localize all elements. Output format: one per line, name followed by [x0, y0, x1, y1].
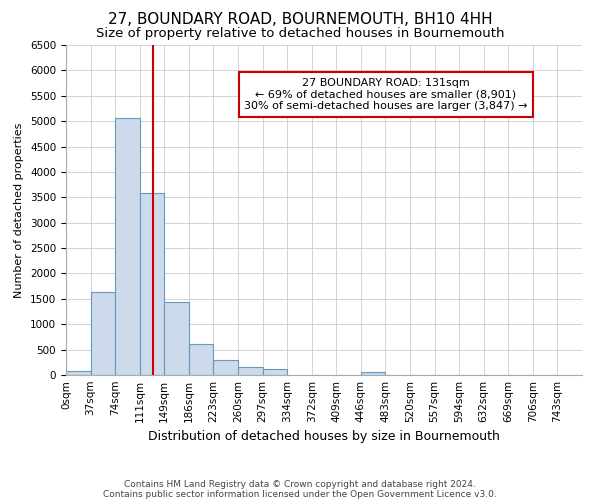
Bar: [66, 371, 91, 375]
X-axis label: Distribution of detached houses by size in Bournemouth: Distribution of detached houses by size …: [148, 430, 500, 444]
Bar: [189, 344, 214, 375]
Bar: [140, 193, 164, 375]
Text: Contains public sector information licensed under the Open Government Licence v3: Contains public sector information licen…: [103, 490, 497, 499]
Text: Contains HM Land Registry data © Crown copyright and database right 2024.: Contains HM Land Registry data © Crown c…: [124, 480, 476, 489]
Bar: [238, 367, 263, 375]
Text: Size of property relative to detached houses in Bournemouth: Size of property relative to detached ho…: [96, 28, 504, 40]
Bar: [115, 118, 140, 375]
Bar: [91, 292, 115, 375]
Bar: [361, 372, 385, 375]
Bar: [214, 360, 238, 375]
Y-axis label: Number of detached properties: Number of detached properties: [14, 122, 25, 298]
Text: 27, BOUNDARY ROAD, BOURNEMOUTH, BH10 4HH: 27, BOUNDARY ROAD, BOURNEMOUTH, BH10 4HH: [107, 12, 493, 28]
Bar: [164, 302, 189, 375]
Bar: [263, 369, 287, 375]
Text: 27 BOUNDARY ROAD: 131sqm
← 69% of detached houses are smaller (8,901)
30% of sem: 27 BOUNDARY ROAD: 131sqm ← 69% of detach…: [244, 78, 527, 111]
